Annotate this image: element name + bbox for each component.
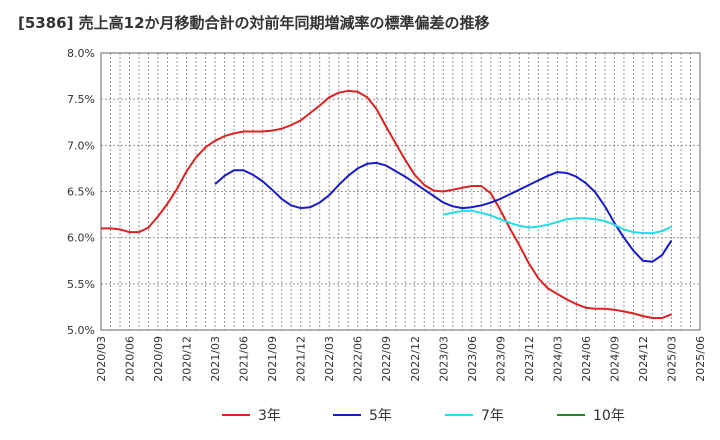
legend-label: 10年	[593, 408, 625, 424]
x-tick-label: 2023/09	[494, 336, 507, 382]
axis-layer	[100, 52, 701, 331]
legend-label: 7年	[481, 408, 504, 424]
legend-swatch	[445, 414, 473, 416]
legend-item: 3年	[222, 400, 281, 430]
x-tick-label: 2025/03	[665, 336, 678, 382]
legend-label: 5年	[369, 408, 392, 424]
x-tick-label: 2021/03	[209, 336, 222, 382]
x-tick-label: 2023/06	[466, 336, 479, 382]
legend: 3年 5年 7年 10年	[0, 400, 720, 430]
x-tick-label: 2024/03	[551, 336, 564, 382]
y-tick-label: 6.5%	[67, 186, 95, 199]
legend-label: 3年	[258, 408, 281, 424]
x-tick-label: 2023/12	[523, 336, 536, 382]
x-tick-label: 2024/09	[608, 336, 621, 382]
legend-item: 7年	[445, 400, 504, 430]
y-tick-label: 8.0%	[67, 47, 95, 60]
y-tick-label: 5.0%	[67, 324, 95, 337]
legend-swatch	[557, 414, 585, 416]
x-tick-label: 2021/12	[295, 336, 308, 382]
legend-item: 10年	[557, 400, 625, 430]
y-tick-label: 7.0%	[67, 139, 95, 152]
x-tick-label: 2022/06	[352, 336, 365, 382]
x-tick-label: 2023/03	[437, 336, 450, 382]
tick-label-layer: 8.0% 7.5% 7.0% 6.5% 6.0% 5.5% 5.0%2020/03 2020/…	[67, 47, 707, 382]
series-line	[214, 161, 673, 263]
y-tick-label: 6.0%	[67, 232, 95, 245]
series-layer	[101, 89, 673, 319]
x-tick-label: 2022/03	[323, 336, 336, 382]
legend-item: 5年	[333, 400, 392, 430]
x-tick-label: 2020/12	[181, 336, 194, 382]
x-tick-label: 2022/09	[380, 336, 393, 382]
series-line	[443, 209, 672, 235]
x-tick-label: 2024/06	[580, 336, 593, 382]
legend-swatch	[333, 414, 361, 416]
chart-title: [5386] 売上高12か月移動合計の対前年同期増減率の標準偏差の推移	[18, 14, 490, 32]
legend-swatch	[222, 414, 250, 416]
x-tick-label: 2025/06	[694, 336, 707, 382]
x-tick-label: 2021/06	[238, 336, 251, 382]
grid-layer	[100, 52, 701, 331]
x-tick-label: 2024/12	[637, 336, 650, 382]
y-tick-label: 5.5%	[67, 278, 95, 291]
x-tick-label: 2020/06	[124, 336, 137, 382]
x-tick-label: 2020/03	[95, 336, 108, 382]
x-tick-label: 2020/09	[152, 336, 165, 382]
series-line	[101, 89, 672, 319]
x-tick-label: 2021/09	[266, 336, 279, 382]
plot-border	[100, 52, 701, 331]
y-tick-label: 7.5%	[67, 93, 95, 106]
x-tick-label: 2022/12	[409, 336, 422, 382]
